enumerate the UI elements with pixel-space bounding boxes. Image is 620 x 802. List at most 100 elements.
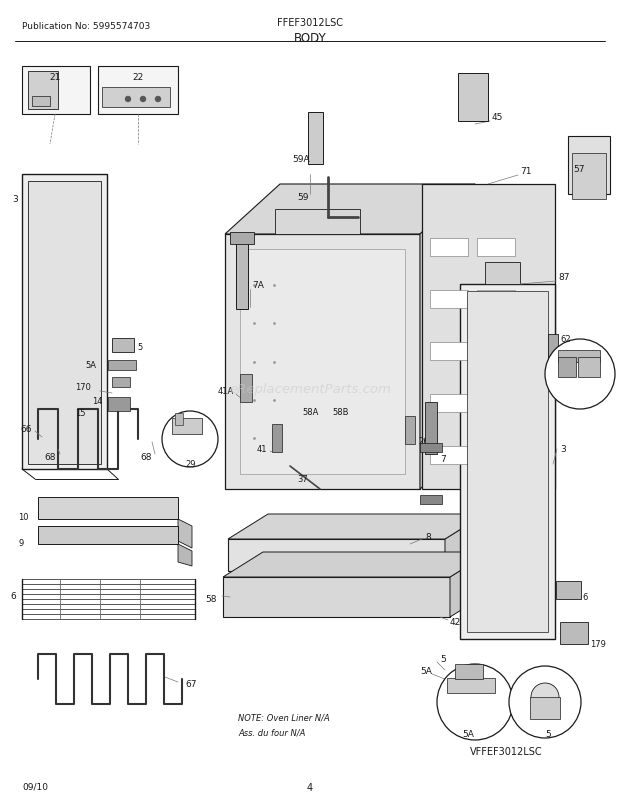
Text: 67: 67 [185,679,197,689]
Bar [477,395,515,412]
Bar [422,184,555,489]
Text: 57: 57 [573,165,585,174]
Bar [28,182,101,464]
Bar [108,361,136,371]
Text: 63: 63 [558,353,569,362]
Text: 62: 62 [560,335,570,344]
Bar [458,74,488,122]
Bar [22,67,90,115]
Text: 5: 5 [545,730,551,739]
Polygon shape [178,545,192,566]
Bar [22,175,107,469]
Text: 59A: 59A [292,156,309,164]
Bar [308,113,323,164]
Text: 71: 71 [520,168,531,176]
Circle shape [531,683,559,711]
Bar [568,137,610,195]
Circle shape [155,97,161,103]
Bar [467,292,548,632]
Bar [275,210,360,235]
Text: 22: 22 [133,73,144,82]
Bar [240,249,405,475]
Bar [175,414,183,426]
Text: 66: 66 [20,425,32,434]
Bar [460,285,555,639]
Text: 179: 179 [590,640,606,649]
Text: 5A: 5A [85,361,96,370]
Text: 41A: 41A [218,387,234,396]
Bar [225,235,420,489]
Circle shape [545,339,615,410]
Text: 45: 45 [492,113,503,123]
Text: 6: 6 [582,593,587,602]
Bar [578,358,600,378]
Text: 42: 42 [450,618,461,626]
Bar [530,697,560,719]
Text: VFFEF3012LSC: VFFEF3012LSC [470,746,542,756]
Text: 6: 6 [10,592,16,601]
Text: 41: 41 [257,445,267,454]
Text: 37: 37 [297,475,308,484]
Circle shape [509,666,581,738]
Bar [230,233,254,245]
Text: 09/10: 09/10 [22,782,48,791]
Text: 29: 29 [186,460,197,469]
Text: 10: 10 [18,512,29,522]
Bar [236,240,248,310]
Circle shape [437,664,513,740]
Bar [430,290,468,309]
Circle shape [140,97,146,103]
Text: 7: 7 [440,455,446,464]
Polygon shape [450,553,490,618]
Bar [560,622,588,644]
Bar [485,263,520,285]
Text: 14: 14 [92,397,102,406]
Bar [405,416,415,444]
Text: 7A: 7A [252,280,264,290]
Text: 3: 3 [12,195,18,205]
Bar [548,334,558,365]
Polygon shape [225,184,475,235]
Bar [477,342,515,361]
Text: 58: 58 [205,595,216,604]
Bar [108,398,130,411]
Text: 68: 68 [44,453,56,462]
Bar [477,290,515,309]
Bar [430,239,468,257]
Bar [477,239,515,257]
Polygon shape [228,514,485,539]
Text: NOTE: Oven Liner N/A: NOTE: Oven Liner N/A [238,713,330,722]
Text: Publication No: 5995574703: Publication No: 5995574703 [22,22,150,31]
Text: 3: 3 [560,445,565,454]
Bar [272,424,282,452]
Bar [430,342,468,361]
Text: eReplacementParts.com: eReplacementParts.com [229,383,391,396]
Bar [102,88,170,107]
Text: BODY: BODY [294,32,326,45]
Text: 58A: 58A [302,408,319,417]
Bar [32,97,50,107]
Bar [447,678,495,693]
Text: Ass. du four N/A: Ass. du four N/A [238,727,306,736]
Circle shape [125,97,131,103]
Polygon shape [420,184,475,489]
Polygon shape [178,520,192,549]
Bar [98,67,178,115]
Text: 26: 26 [418,437,428,446]
Text: 8: 8 [425,533,431,542]
Text: 1: 1 [560,353,565,362]
Text: 58B: 58B [332,408,348,417]
Bar [430,395,468,412]
Circle shape [162,411,218,468]
Bar [572,154,606,200]
Bar [558,350,600,363]
Bar [112,338,134,353]
Bar [172,419,202,435]
Bar [425,403,437,455]
Bar [223,577,450,618]
Bar [112,378,130,387]
Bar [38,497,178,520]
Text: 5: 5 [137,343,142,352]
Polygon shape [445,514,485,571]
Text: 68: 68 [140,453,151,462]
